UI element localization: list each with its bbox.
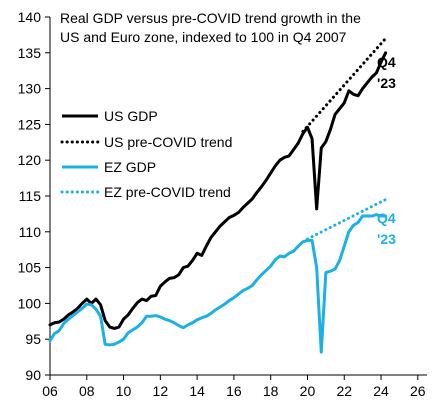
legend-label-ez-gdp: EZ GDP [104,159,156,175]
us-end-label-year: '23 [377,75,396,91]
y-tick-label: 90 [25,367,41,383]
series-layer [48,36,388,354]
axes: 90 95 100 105 110 115 120 125 130 135 140 06 08 10 12 1… [18,9,427,399]
y-tick-label: 100 [18,295,42,311]
series-ez-pre-covid-trend [305,198,388,241]
y-tick-label: 130 [18,81,42,97]
ez-end-label-q4: Q4 [377,210,396,226]
x-tick-label: 10 [116,383,132,399]
y-tick-label: 120 [18,152,42,168]
legend-label-ez-trend: EZ pre-COVID trend [104,184,231,200]
x-tick-label: 26 [410,383,426,399]
x-tick-label: 20 [300,383,316,399]
series-us-gdp [48,51,388,330]
x-tick-label: 18 [263,383,279,399]
legend-label-us-trend: US pre-COVID trend [104,134,232,150]
y-tick-label: 95 [25,331,41,347]
chart-title-line-2: US and Euro zone, indexed to 100 in Q4 2… [60,29,347,45]
y-tick-label: 115 [19,188,42,204]
x-tick-label: 14 [189,383,205,399]
end-labels: Q4 '23 Q4 '23 [377,54,396,247]
ez-end-label-year: '23 [377,231,396,247]
y-tick-label: 125 [18,116,42,132]
us-end-label-q4: Q4 [377,54,396,70]
y-tick-label: 140 [18,9,42,25]
chart-title: Real GDP versus pre-COVID trend growth i… [60,10,361,45]
series-us-pre-covid-trend [301,36,388,134]
x-tick-label: 22 [336,383,352,399]
x-tick-label: 24 [373,383,389,399]
series-ez-gdp [48,213,388,354]
y-tick-label: 105 [18,260,42,276]
x-tick-label: 06 [42,383,58,399]
legend-label-us-gdp: US GDP [104,108,158,124]
y-tick-label: 110 [19,224,42,240]
x-tick-label: 16 [226,383,242,399]
x-tick-label: 08 [79,383,95,399]
legend: US GDP US pre-COVID trend EZ GDP EZ pre-… [60,108,232,200]
x-tick-label: 12 [153,383,169,399]
chart-title-line-1: Real GDP versus pre-COVID trend growth i… [60,10,361,26]
y-tick-label: 135 [18,45,42,61]
